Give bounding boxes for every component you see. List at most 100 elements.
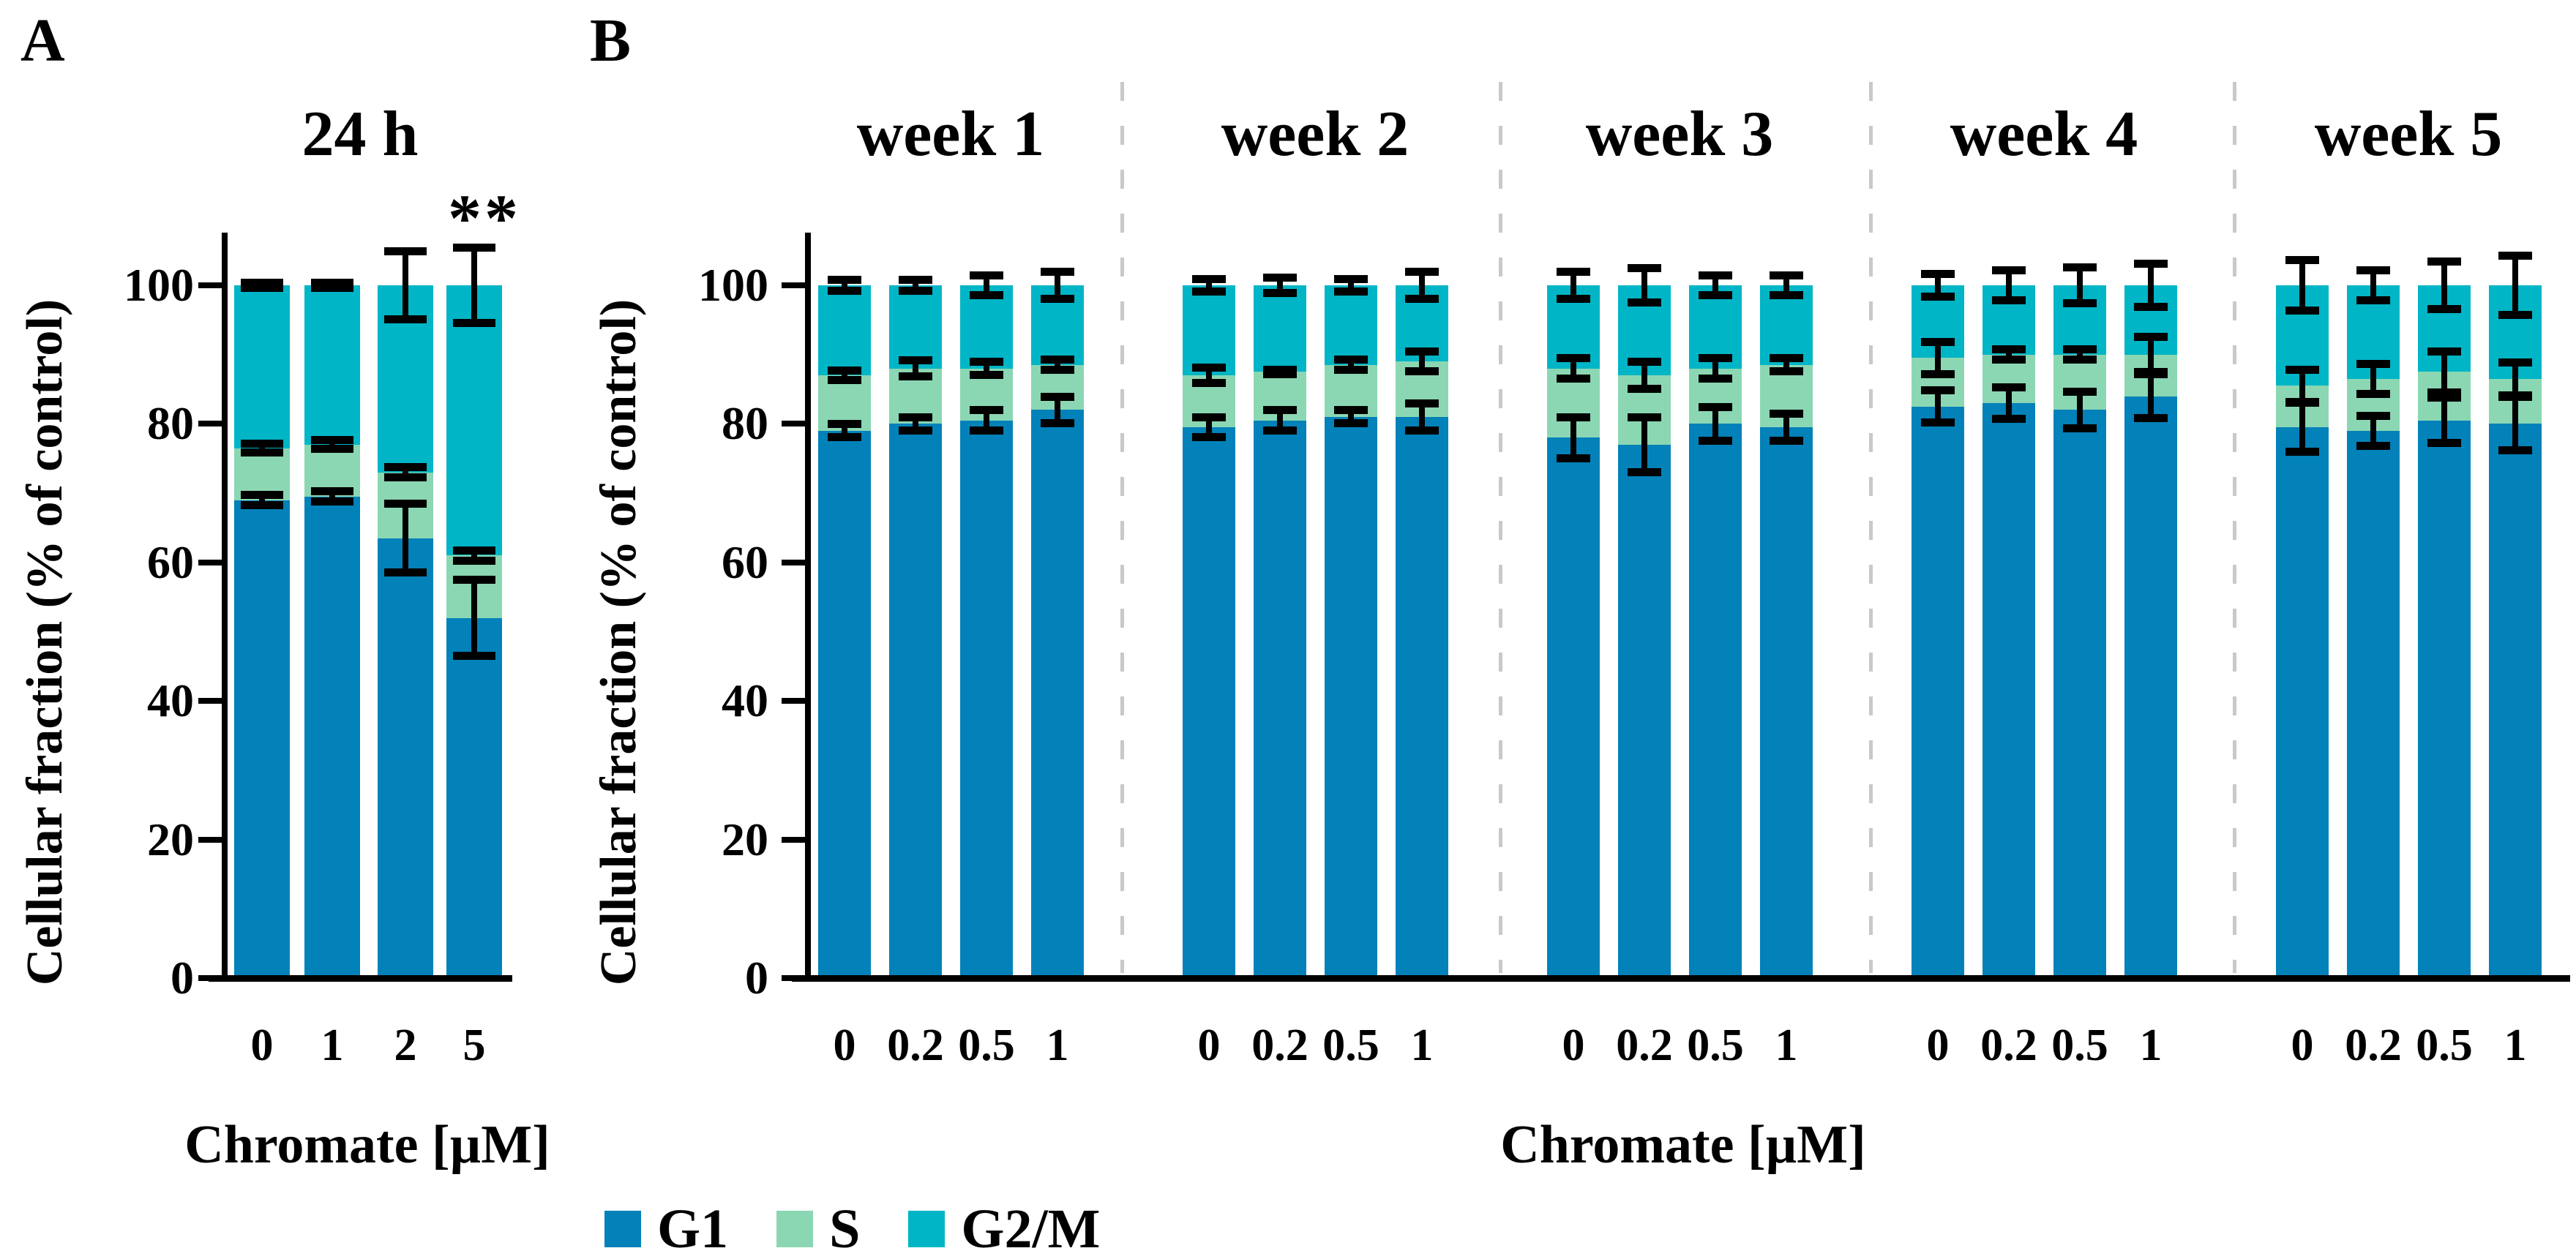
error-bar-cap (1770, 437, 1803, 446)
bar-segment-g2-m (1325, 285, 1377, 365)
significance-annotation: ** (448, 181, 521, 255)
error-bar-line (984, 274, 989, 296)
error-bar-cap (1921, 418, 1955, 427)
error-bar-cap (311, 497, 353, 506)
error-bar-cap (1557, 268, 1590, 277)
error-bar-line (1641, 268, 1647, 303)
error-bar-cap (384, 568, 427, 576)
error-bar-line (2077, 267, 2083, 304)
error-bar-cap (970, 291, 1003, 300)
error-bar-cap (2427, 394, 2461, 402)
error-bar-line (1935, 341, 1941, 375)
error-bar-line (2441, 350, 2447, 393)
y-axis-tick-label: 80 (722, 397, 768, 450)
error-bar-line (259, 494, 265, 506)
error-bar-line (1783, 358, 1789, 372)
error-bar-cap (1992, 414, 2026, 423)
legend-swatch-g1 (604, 1211, 641, 1247)
x-axis-tick-label: 0.2 (2345, 1021, 2402, 1070)
error-bar-cap (1334, 356, 1368, 364)
error-bar-cap (1041, 268, 1074, 277)
error-bar-cap (1770, 367, 1803, 376)
group-divider-dashed-line (1499, 82, 1502, 973)
error-bar-cap (899, 372, 932, 380)
error-bar-cap (1921, 337, 1955, 346)
error-bar-cap (1699, 291, 1732, 300)
error-bar-line (913, 416, 918, 431)
error-bar-cap (2498, 446, 2532, 455)
error-bar-cap (1405, 399, 1439, 407)
error-bar-line (1419, 350, 1425, 372)
error-bar-line (842, 279, 847, 291)
x-axis-tick-label: 0.2 (1251, 1021, 1308, 1070)
error-bar-cap (1557, 413, 1590, 421)
error-bar-line (402, 503, 408, 573)
error-bar-line (1055, 359, 1060, 371)
error-bar-line (2512, 397, 2518, 451)
error-bar-cap (1628, 385, 1661, 394)
error-bar-line (2148, 263, 2154, 308)
error-bar-line (913, 360, 918, 377)
error-bar-cap (2356, 441, 2390, 450)
error-bar-line (402, 250, 408, 320)
error-bar-cap (1699, 374, 1732, 383)
error-bar-cap (1770, 291, 1803, 300)
error-bar-line (1348, 359, 1354, 371)
error-bar-cap (2498, 391, 2532, 399)
y-axis-tick-label: 100 (124, 259, 194, 311)
error-bar-cap (2427, 305, 2461, 314)
error-bar-cap (1699, 437, 1732, 446)
error-bar-cap (241, 279, 283, 287)
error-bar-cap (453, 651, 495, 660)
y-axis-tick-label: 100 (698, 259, 768, 311)
x-axis-tick-label: 0.2 (887, 1021, 944, 1070)
error-bar-cap (1557, 354, 1590, 363)
error-bar-line (1206, 416, 1212, 438)
bar-segment-g1 (2124, 396, 2177, 978)
error-bar-line (2370, 270, 2376, 301)
error-bar-cap (1041, 366, 1074, 375)
error-bar-cap (2427, 347, 2461, 356)
error-bar-cap (1192, 274, 1226, 283)
error-bar-line (1055, 396, 1060, 424)
error-bar-line (1935, 389, 1941, 424)
error-bar-cap (1770, 410, 1803, 418)
error-bar-cap (384, 315, 427, 324)
panel-b-group-title: week 4 (1950, 99, 2138, 170)
error-bar-cap (2134, 368, 2168, 377)
y-axis-tickmark (782, 421, 805, 427)
error-bar-line (984, 361, 989, 376)
error-bar-cap (1334, 419, 1368, 428)
legend-item: G2/M (908, 1201, 1100, 1257)
error-bar-cap (899, 276, 932, 285)
bar-segment-g1 (818, 430, 871, 978)
error-bar-line (1570, 358, 1576, 379)
error-bar-cap (1628, 358, 1661, 367)
error-bar-cap (970, 271, 1003, 279)
error-bar-cap (453, 319, 495, 328)
error-bar-line (1712, 274, 1718, 296)
bar-segment-g1 (2347, 430, 2400, 978)
error-bar-line (2299, 259, 2305, 312)
error-bar-cap (2063, 263, 2097, 272)
bar-segment-g2-m (818, 285, 871, 376)
bar-segment-g1 (1547, 437, 1600, 978)
error-bar-cap (1992, 383, 2026, 392)
error-bar-cap (970, 426, 1003, 435)
y-axis-tickmark (198, 836, 222, 843)
x-axis-tick-label: 0 (1197, 1021, 1221, 1070)
error-bar-cap (970, 406, 1003, 415)
panel-a-title: 24 h (302, 99, 419, 170)
error-bar-cap (1557, 294, 1590, 303)
error-bar-cap (1770, 354, 1803, 363)
y-axis-spine (805, 233, 811, 981)
error-bar-line (2006, 387, 2012, 419)
error-bar-line (1570, 271, 1576, 299)
error-bar-cap (1263, 426, 1297, 435)
error-bar-line (402, 467, 408, 478)
error-bar-line (1783, 274, 1789, 296)
y-axis-tick-label: 40 (722, 674, 768, 727)
error-bar-line (2512, 255, 2518, 315)
error-bar-cap (2134, 303, 2168, 312)
error-bar-cap (1041, 392, 1074, 401)
